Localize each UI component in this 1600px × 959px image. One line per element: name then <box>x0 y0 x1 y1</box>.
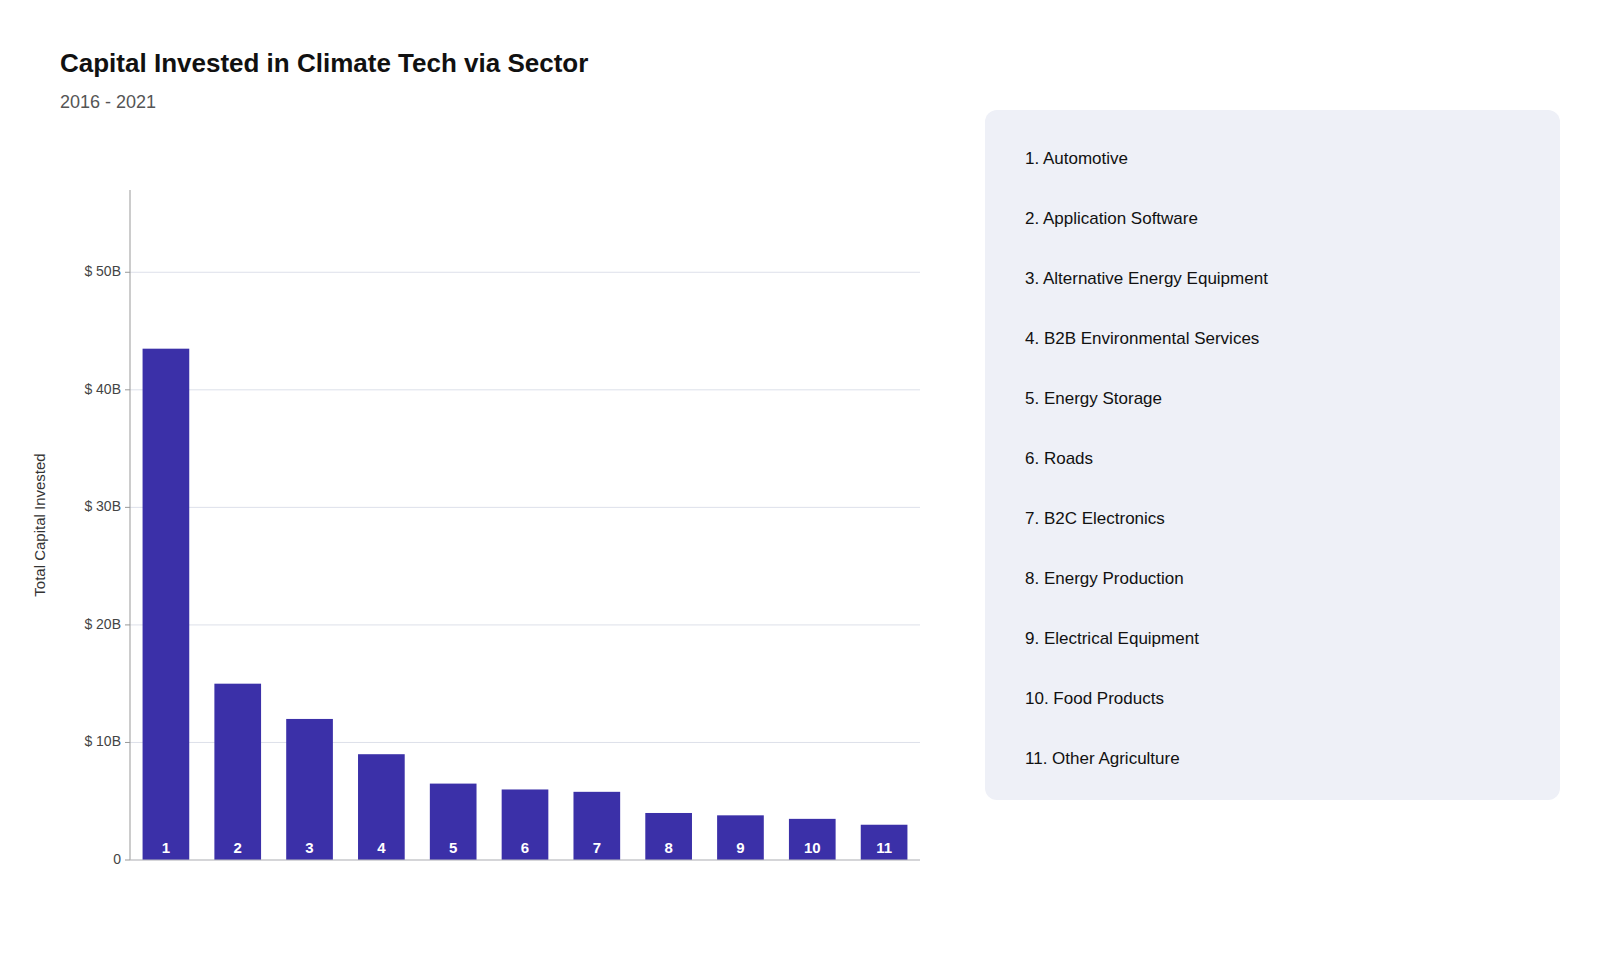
bar <box>502 789 549 860</box>
grid-line <box>130 272 920 273</box>
annotation: 5. Energy Storage <box>1025 389 1162 408</box>
y-tick <box>125 860 130 861</box>
y-tick <box>125 624 130 625</box>
annotation: 8. Energy Production <box>1025 569 1184 588</box>
title: Capital Invested in Climate Tech via Sec… <box>60 48 588 78</box>
x-axis-line <box>130 859 920 860</box>
category-label: 9 <box>736 839 744 856</box>
grid-line <box>130 507 920 508</box>
bar <box>358 754 405 860</box>
category-label: 10 <box>804 839 821 856</box>
subtitle: 2016 - 2021 <box>60 92 156 112</box>
category-label: 1 <box>162 839 170 856</box>
annotation: 4. B2B Environmental Services <box>1025 329 1259 348</box>
bar <box>789 819 836 860</box>
bar <box>573 792 620 860</box>
bar <box>214 684 261 860</box>
grid-group <box>130 272 920 860</box>
grid-line <box>130 860 920 861</box>
chart-svg: Capital Invested in Climate Tech via Sec… <box>0 0 1600 959</box>
bars <box>143 349 908 860</box>
annotation: 9. Electrical Equipment <box>1025 629 1199 648</box>
y-axis-line <box>130 190 131 860</box>
grid-line <box>130 389 920 390</box>
category-label: 2 <box>234 839 242 856</box>
bar <box>286 719 333 860</box>
bar <box>430 784 477 860</box>
annotation: 11. Other Agriculture <box>1025 749 1180 768</box>
y-axis-label: Total Capital Invested <box>31 453 48 596</box>
bar <box>645 813 692 860</box>
y-tick-label: $ 10B <box>84 733 121 749</box>
y-tick-label: $ 40B <box>84 381 121 397</box>
category-label: 11 <box>876 839 892 856</box>
annotation-panel <box>985 110 1560 800</box>
annotation: 2. Application Software <box>1025 209 1198 228</box>
category-label: 7 <box>593 839 601 856</box>
y-tick <box>125 389 130 390</box>
y-tick <box>125 742 130 743</box>
y-tick-label: $ 50B <box>84 263 121 279</box>
y-tick-label: 0 <box>113 851 121 867</box>
annotation: 1. Automotive <box>1025 149 1128 168</box>
y-tick-labels: 0 $ 10B $ 20B $ 30B $ 40B $ 50B <box>84 263 130 867</box>
y-tick-label: $ 20B <box>84 616 121 632</box>
bar <box>143 349 190 860</box>
bar <box>717 815 764 860</box>
y-tick-label: $ 30B <box>84 498 121 514</box>
annotation: 10. Food Products <box>1025 689 1164 708</box>
y-tick <box>125 507 130 508</box>
category-label: 8 <box>664 839 672 856</box>
annotation: 6. Roads <box>1025 449 1093 468</box>
category-label: 6 <box>521 839 529 856</box>
category-label: 4 <box>377 839 386 856</box>
annotation: 3. Alternative Energy Equipment <box>1025 269 1268 288</box>
category-labels: 1 2 3 4 5 6 7 8 9 10 11 <box>162 839 892 856</box>
category-label: 3 <box>305 839 313 856</box>
grid-line <box>130 624 920 625</box>
category-label: 5 <box>449 839 457 856</box>
y-tick <box>125 272 130 273</box>
annotation: 7. B2C Electronics <box>1025 509 1165 528</box>
bar <box>861 825 908 860</box>
